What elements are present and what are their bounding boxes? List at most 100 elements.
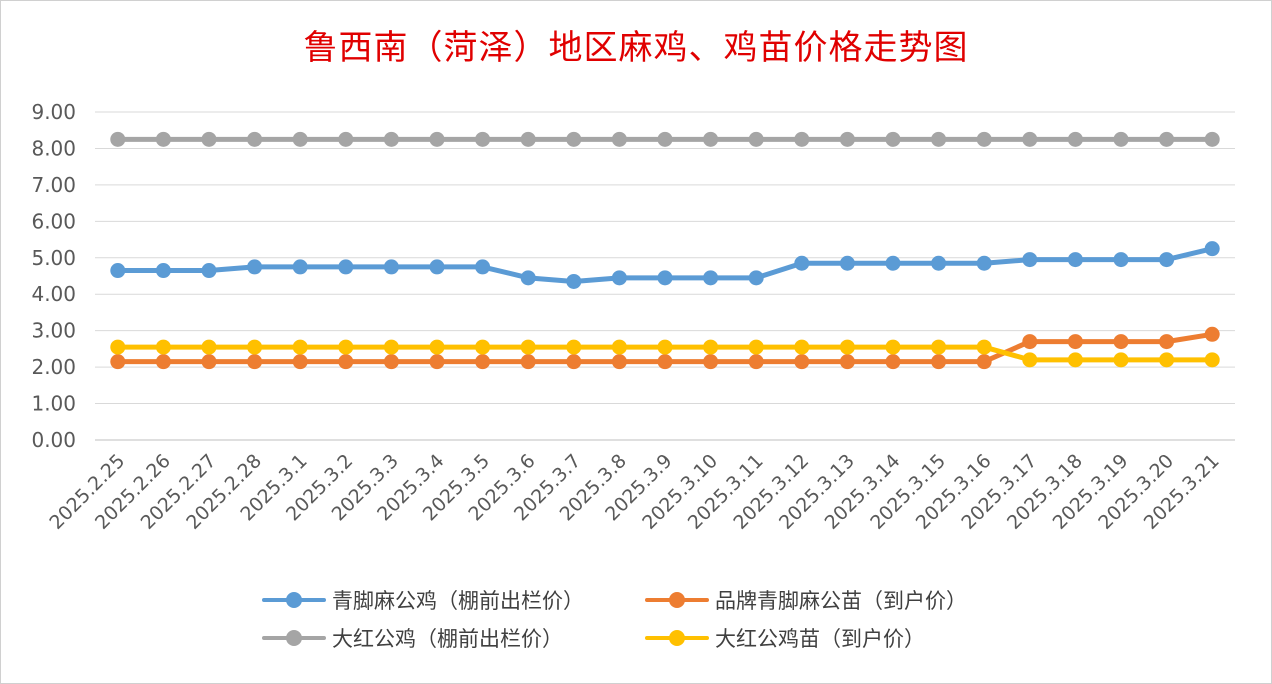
series-2-point-20 [1022,334,1038,350]
series-2-point-1 [155,354,171,370]
y-tick-label-5: 5.00 [31,246,76,270]
series-1-point-8 [475,259,491,275]
series-1-point-19 [976,255,992,271]
series-1-point-23 [1159,252,1175,268]
y-tick-label-2: 2.00 [31,355,76,379]
series-3-point-9 [520,131,536,147]
series-2-point-3 [247,354,263,370]
series-2-point-14 [748,354,764,370]
y-tick-label-3: 3.00 [31,319,76,343]
series-4-point-21 [1067,352,1083,368]
series-4-point-16 [839,339,855,355]
series-3-point-14 [748,131,764,147]
series-3-point-21 [1067,131,1083,147]
y-tick-label-8: 8.00 [31,136,76,160]
series-1-point-3 [247,259,263,275]
series-4-point-19 [976,339,992,355]
series-4-point-14 [748,339,764,355]
series-3-point-3 [247,131,263,147]
series-1-point-0 [110,263,126,279]
series-2-point-7 [429,354,445,370]
series-4-point-2 [201,339,217,355]
series-2-point-12 [657,354,673,370]
series-3-point-8 [475,131,491,147]
series-3-point-1 [155,131,171,147]
y-tick-label-7: 7.00 [31,173,76,197]
series-1-point-11 [611,270,627,286]
series-2-point-17 [885,354,901,370]
series-2-point-15 [794,354,810,370]
series-3-point-4 [292,131,308,147]
series-2-point-24 [1204,326,1220,342]
series-4-point-6 [383,339,399,355]
series-1-point-24 [1204,241,1220,257]
series-4-point-5 [338,339,354,355]
series-2-point-13 [703,354,719,370]
series-3-point-15 [794,131,810,147]
series-3-point-19 [976,131,992,147]
legend-swatch-series-1 [262,590,326,610]
series-1-point-13 [703,270,719,286]
legend-label-series-2: 品牌青脚麻公苗（到户价） [715,589,967,613]
series-2-point-0 [110,354,126,370]
series-3-point-13 [703,131,719,147]
series-3-point-0 [110,131,126,147]
series-2-point-19 [976,354,992,370]
series-4-point-1 [155,339,171,355]
series-1-point-14 [748,270,764,286]
series-2-point-8 [475,354,491,370]
series-4-point-24 [1204,352,1220,368]
series-3-point-5 [338,131,354,147]
y-tick-label-9: 9.00 [31,100,76,124]
series-3-point-7 [429,131,445,147]
series-1-point-5 [338,259,354,275]
y-tick-label-6: 6.00 [31,209,76,233]
series-4-point-10 [566,339,582,355]
series-1-point-7 [429,259,445,275]
series-4-point-22 [1113,352,1129,368]
series-4-point-18 [931,339,947,355]
legend-item-series-4: 大红公鸡苗（到户价） [645,620,925,656]
series-1-point-20 [1022,252,1038,268]
series-1-point-10 [566,273,582,289]
legend-label-series-3: 大红公鸡（棚前出栏价） [332,627,563,651]
series-2-point-2 [201,354,217,370]
series-1-point-18 [931,255,947,271]
legend-swatch-series-2 [645,590,709,610]
series-3-point-10 [566,131,582,147]
series-4-point-17 [885,339,901,355]
series-4-point-15 [794,339,810,355]
series-3-point-22 [1113,131,1129,147]
series-4-point-13 [703,339,719,355]
series-4-point-3 [247,339,263,355]
legend-item-series-3: 大红公鸡（棚前出栏价） [262,620,563,656]
series-2-point-21 [1067,334,1083,350]
series-3-point-16 [839,131,855,147]
series-1-point-17 [885,255,901,271]
legend-item-series-1: 青脚麻公鸡（棚前出栏价） [262,582,584,618]
series-3-point-11 [611,131,627,147]
y-tick-label-4: 4.00 [31,282,76,306]
series-4-point-23 [1159,352,1175,368]
y-tick-label-0: 0.00 [31,428,76,452]
legend-swatch-series-4 [645,628,709,648]
series-4-point-9 [520,339,536,355]
y-tick-label-1: 1.00 [31,392,76,416]
legend-label-series-4: 大红公鸡苗（到户价） [715,627,925,651]
series-1-point-2 [201,263,217,279]
series-2-point-5 [338,354,354,370]
series-2-point-18 [931,354,947,370]
series-2-point-6 [383,354,399,370]
series-4-point-7 [429,339,445,355]
series-3-point-18 [931,131,947,147]
series-4-point-12 [657,339,673,355]
legend-label-series-1: 青脚麻公鸡（棚前出栏价） [332,589,584,613]
series-4-point-20 [1022,352,1038,368]
series-4-point-0 [110,339,126,355]
series-4-point-8 [475,339,491,355]
series-1-point-4 [292,259,308,275]
series-2-point-23 [1159,334,1175,350]
series-2-point-22 [1113,334,1129,350]
series-3-point-20 [1022,131,1038,147]
